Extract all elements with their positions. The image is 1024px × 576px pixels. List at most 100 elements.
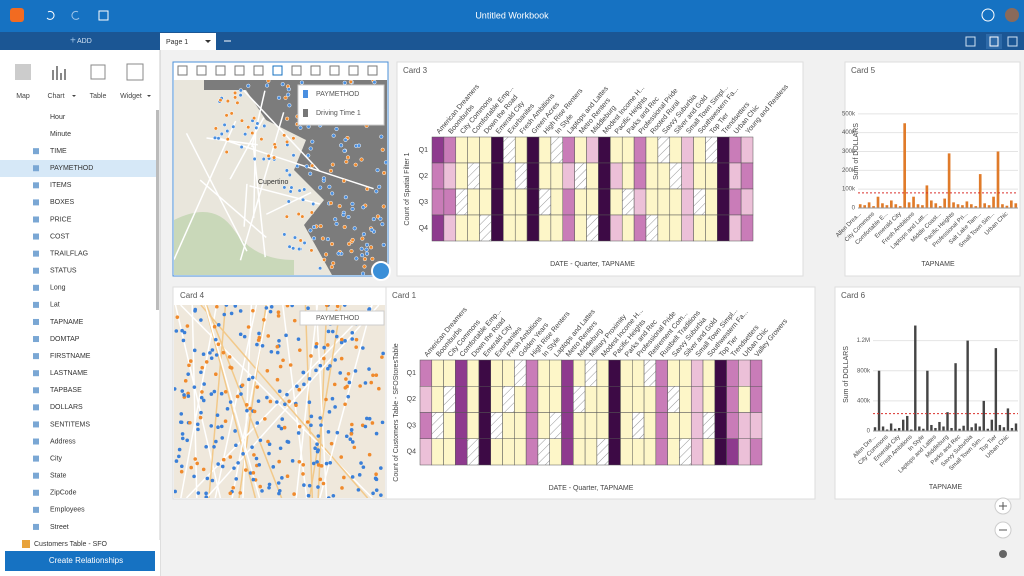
heat-cell <box>584 386 598 413</box>
heat-cell <box>610 162 623 190</box>
legend-panel[interactable] <box>297 84 385 126</box>
field-name[interactable]: TIME <box>50 148 67 155</box>
legend-item[interactable]: Driving Time 1 <box>316 110 361 117</box>
heat-cell <box>620 359 633 387</box>
settings-icon[interactable] <box>999 550 1007 558</box>
field-icon <box>33 421 39 428</box>
toolbar-icon[interactable] <box>196 65 207 76</box>
toolbar-icon[interactable] <box>291 65 302 76</box>
map-point <box>283 402 287 407</box>
heat-cell <box>693 188 706 216</box>
map-point <box>205 476 210 481</box>
toolbar-icon[interactable] <box>310 65 321 76</box>
field-name[interactable]: Address <box>50 438 76 445</box>
field-name[interactable]: DOMTAP <box>50 336 80 343</box>
toolbar-icon[interactable] <box>348 65 359 76</box>
field-name[interactable]: COST <box>50 233 70 240</box>
dataset-name[interactable]: Customers Table - SFO <box>34 541 108 548</box>
page-tab[interactable] <box>160 33 216 50</box>
widget-tool-icon[interactable] <box>126 63 144 81</box>
layout-icon[interactable] <box>989 36 999 47</box>
heat-cell <box>503 188 516 216</box>
field-name[interactable]: Hour <box>50 114 66 121</box>
field-name[interactable]: ITEMS <box>50 182 72 189</box>
tool-label[interactable]: Widget <box>120 93 142 100</box>
map-point <box>228 491 233 496</box>
map-point <box>281 358 285 363</box>
toolbar-icon[interactable] <box>367 65 378 76</box>
map-point <box>344 434 349 439</box>
create-relationships-label[interactable]: Create Relationships <box>49 556 123 565</box>
field-name[interactable]: LASTNAME <box>50 370 88 377</box>
bar <box>906 415 909 431</box>
top-bar <box>0 0 1024 32</box>
layout-icon-active[interactable] <box>986 34 1002 49</box>
map-point <box>380 222 385 227</box>
toolbar-icon[interactable] <box>253 65 264 76</box>
field-name[interactable]: SENTITEMS <box>50 421 90 428</box>
legend-panel[interactable] <box>299 310 385 326</box>
map-point <box>332 382 337 387</box>
field-name[interactable]: PRICE <box>50 216 72 223</box>
map-point <box>364 247 369 252</box>
field-name[interactable]: STATUS <box>50 268 77 275</box>
heat-cell <box>633 188 647 216</box>
toolbar-icon[interactable] <box>234 65 245 76</box>
tool-caret[interactable] <box>72 95 76 97</box>
save-icon[interactable] <box>98 10 109 21</box>
action-button[interactable] <box>371 261 391 281</box>
toolbar-icon[interactable] <box>272 65 283 76</box>
map-view[interactable] <box>173 303 385 500</box>
field-name[interactable]: Employees <box>50 507 85 514</box>
bar <box>916 204 920 208</box>
field-name[interactable]: Lat <box>50 302 60 309</box>
map-point <box>377 386 381 391</box>
field-name[interactable]: City <box>50 455 63 462</box>
field-name[interactable]: PAYMETHOD <box>50 165 93 172</box>
drive-time-area <box>204 80 387 275</box>
help-icon[interactable] <box>981 8 995 22</box>
field-name[interactable]: FIRSTNAME <box>50 353 91 360</box>
legend-item[interactable]: PAYMETHOD <box>316 315 359 322</box>
collapse-icon[interactable] <box>1007 36 1018 47</box>
map-point <box>233 429 237 433</box>
card[interactable] <box>844 61 1021 277</box>
heat-cell <box>443 162 457 190</box>
field-name[interactable]: BOXES <box>50 199 74 206</box>
map-point <box>225 407 230 411</box>
toolbar-icon[interactable] <box>177 65 188 76</box>
field-name[interactable]: Street <box>50 524 69 531</box>
field-name[interactable]: TAPBASE <box>50 387 82 394</box>
toolbar-icon[interactable] <box>215 65 226 76</box>
add-button[interactable]: ADD <box>77 38 92 45</box>
page-tab-label[interactable]: Page 1 <box>166 39 188 46</box>
field-name[interactable]: ZipCode <box>50 490 77 497</box>
field-name[interactable]: Long <box>50 285 66 292</box>
app-logo[interactable] <box>10 8 24 22</box>
legend-item[interactable]: PAYMETHOD <box>316 91 359 98</box>
bar <box>867 202 871 208</box>
map-tool-icon[interactable] <box>15 64 31 80</box>
field-name[interactable]: Minute <box>50 131 71 138</box>
chart-tool-icon[interactable] <box>52 66 66 80</box>
view-icon[interactable] <box>965 36 976 47</box>
table-tool-icon[interactable] <box>90 64 106 80</box>
field-name[interactable]: DOLLARS <box>50 404 83 411</box>
map-point <box>337 204 342 209</box>
tool-label[interactable]: Map <box>16 93 30 100</box>
y-tick-label: 0 <box>852 206 856 212</box>
create-relationships-button[interactable] <box>5 551 155 571</box>
heat-cell <box>717 136 730 164</box>
field-name[interactable]: TAPNAME <box>50 319 84 326</box>
toolbar-icon[interactable] <box>329 65 340 76</box>
field-icon <box>33 148 39 155</box>
map-point <box>238 309 243 313</box>
tool-label[interactable]: Table <box>90 93 107 100</box>
undo-icon[interactable] <box>46 10 55 20</box>
tool-caret[interactable] <box>147 95 151 97</box>
tab-caret[interactable] <box>205 40 211 43</box>
user-avatar[interactable] <box>1005 8 1019 22</box>
field-name[interactable]: TRAILFLAG <box>50 250 88 257</box>
field-name[interactable]: State <box>50 473 66 480</box>
tool-label[interactable]: Chart <box>47 93 64 100</box>
